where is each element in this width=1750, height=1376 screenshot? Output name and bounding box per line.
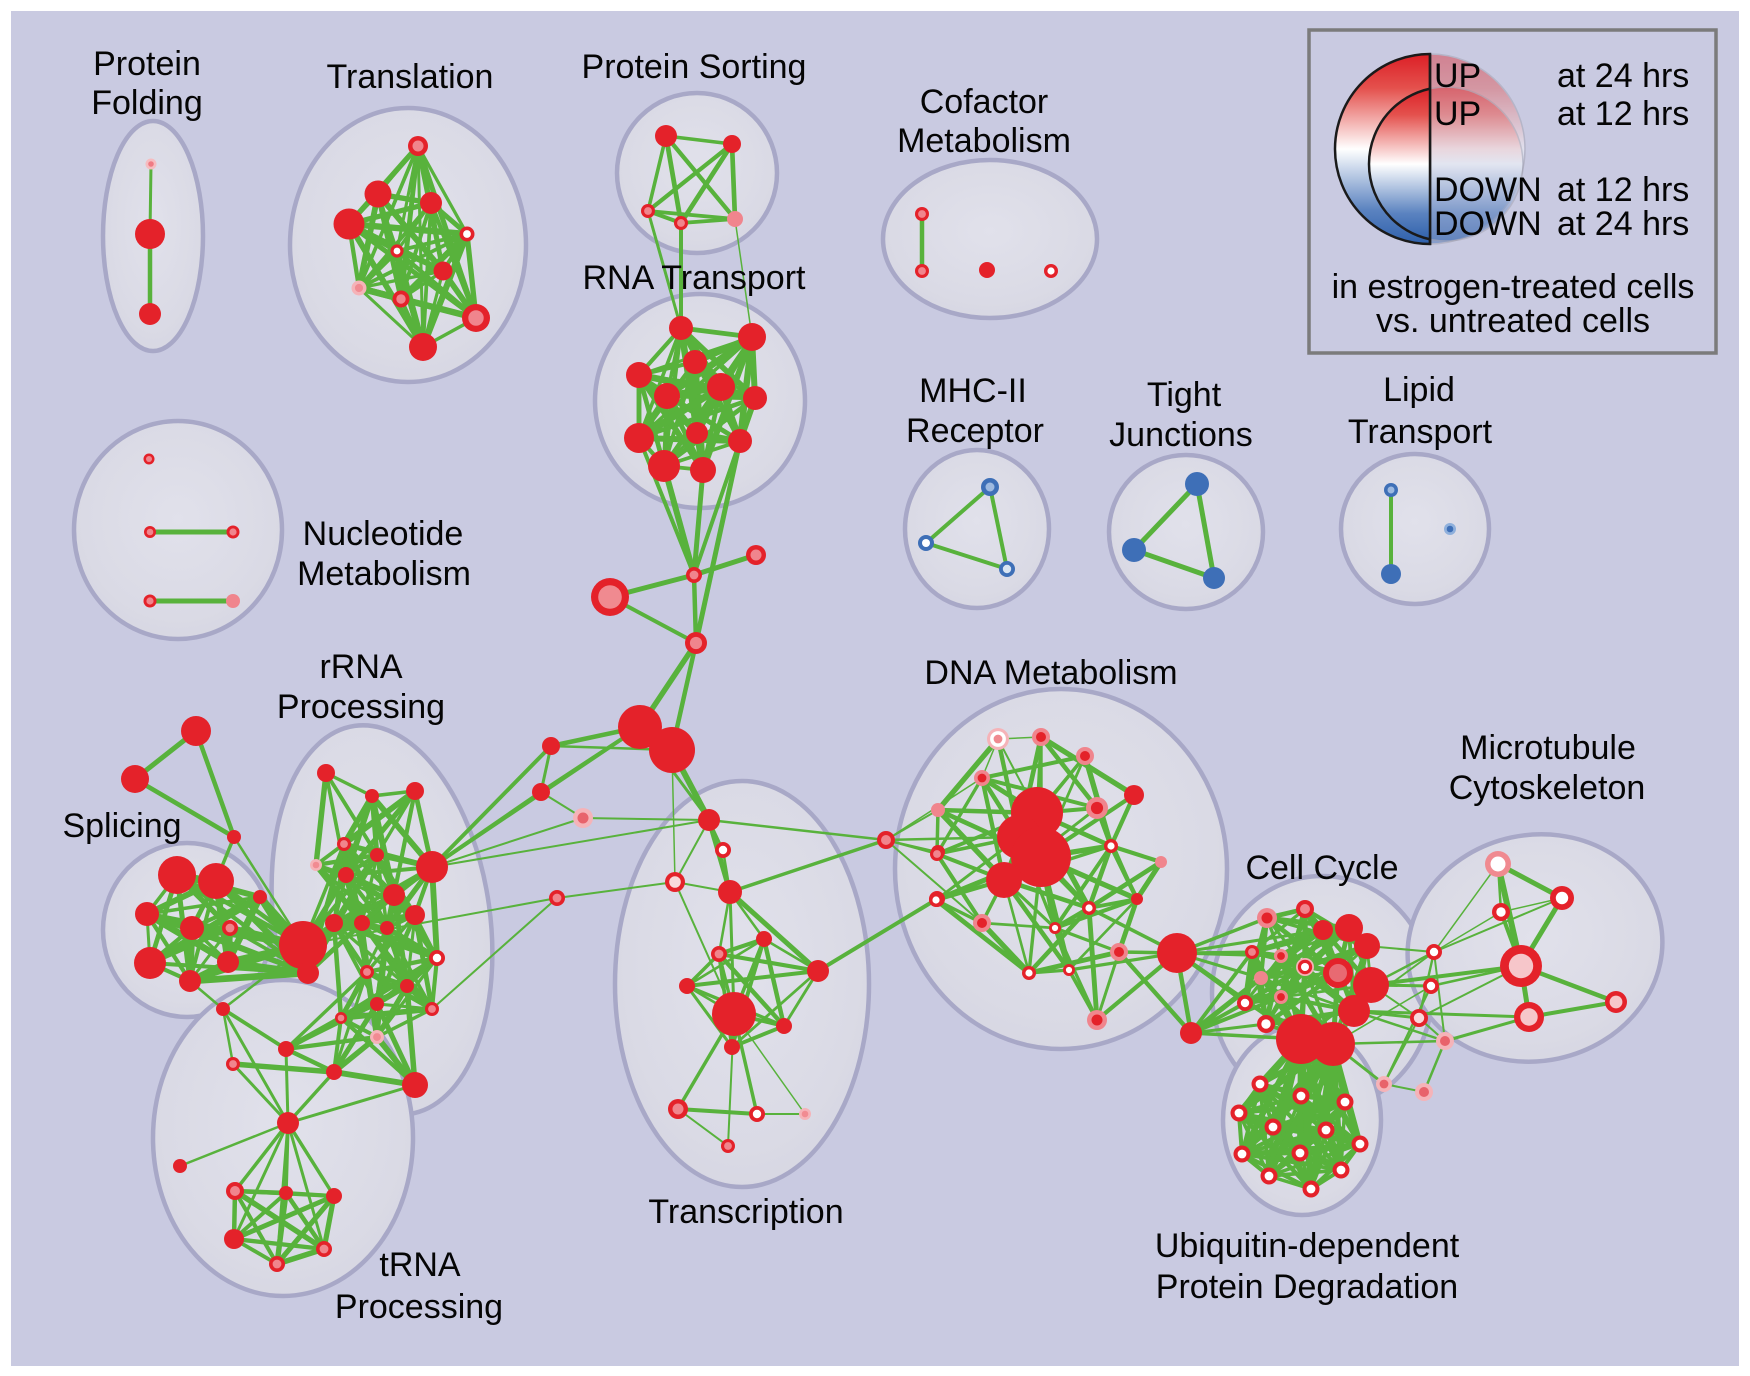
svg-text:DOWN: DOWN — [1434, 171, 1542, 209]
svg-text:Cell Cycle: Cell Cycle — [1245, 849, 1398, 887]
svg-text:vs. untreated cells: vs. untreated cells — [1376, 302, 1650, 340]
svg-text:UP: UP — [1434, 57, 1481, 95]
svg-text:UP: UP — [1434, 95, 1481, 133]
svg-text:DOWN: DOWN — [1434, 205, 1542, 243]
svg-text:in estrogen-treated cells: in estrogen-treated cells — [1332, 268, 1695, 306]
svg-text:Folding: Folding — [91, 84, 203, 122]
svg-text:rRNA: rRNA — [319, 648, 402, 686]
svg-text:Microtubule: Microtubule — [1460, 729, 1636, 767]
svg-text:Cytoskeleton: Cytoskeleton — [1449, 769, 1646, 807]
svg-text:Processing: Processing — [335, 1288, 503, 1326]
svg-text:Ubiquitin-dependent: Ubiquitin-dependent — [1155, 1227, 1460, 1265]
svg-text:at 24 hrs: at 24 hrs — [1557, 205, 1689, 243]
svg-text:MHC-II: MHC-II — [919, 372, 1027, 410]
svg-text:Metabolism: Metabolism — [297, 555, 471, 593]
svg-text:at 24 hrs: at 24 hrs — [1557, 57, 1689, 95]
svg-text:Transport: Transport — [1348, 413, 1493, 451]
svg-text:at 12 hrs: at 12 hrs — [1557, 171, 1689, 209]
svg-text:Protein Degradation: Protein Degradation — [1156, 1268, 1458, 1306]
svg-text:Protein Sorting: Protein Sorting — [582, 48, 807, 86]
svg-text:Cofactor: Cofactor — [920, 83, 1049, 121]
svg-text:Translation: Translation — [327, 58, 494, 96]
svg-text:Metabolism: Metabolism — [897, 122, 1071, 160]
svg-text:Nucleotide: Nucleotide — [303, 515, 464, 553]
svg-text:Lipid: Lipid — [1383, 371, 1455, 409]
svg-text:RNA Transport: RNA Transport — [583, 259, 807, 297]
svg-text:Receptor: Receptor — [906, 412, 1044, 450]
svg-text:tRNA: tRNA — [379, 1246, 461, 1284]
svg-text:Tight: Tight — [1147, 376, 1222, 414]
svg-text:Protein: Protein — [93, 45, 201, 83]
svg-text:at 12 hrs: at 12 hrs — [1557, 95, 1689, 133]
svg-text:DNA Metabolism: DNA Metabolism — [924, 654, 1177, 692]
svg-text:Transcription: Transcription — [648, 1193, 843, 1231]
svg-text:Junctions: Junctions — [1109, 416, 1253, 454]
svg-text:Processing: Processing — [277, 688, 445, 726]
svg-text:Splicing: Splicing — [62, 807, 181, 845]
